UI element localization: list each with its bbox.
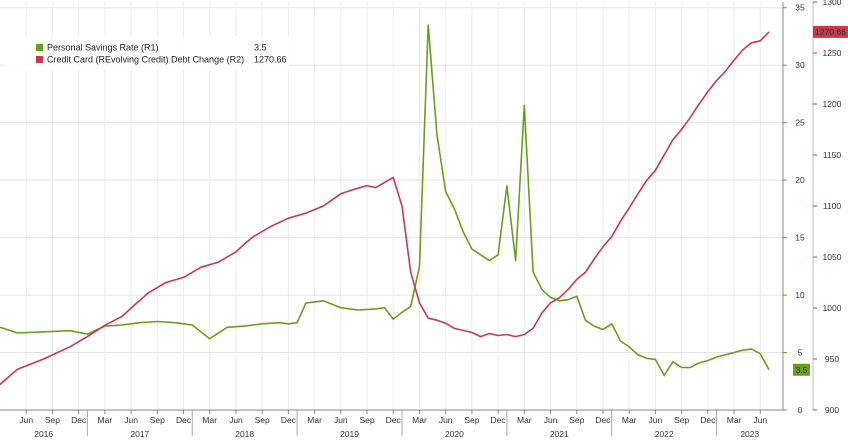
x-tick-label: Mar xyxy=(622,415,637,425)
x-tick-label: Sep xyxy=(464,415,479,425)
r2-tick-label: 1100 xyxy=(823,201,842,211)
r1-tick-label: 20 xyxy=(795,175,805,185)
r1-last-value-label: 3.5 xyxy=(796,365,808,375)
x-tick-label: Jun xyxy=(544,415,558,425)
year-label: 2019 xyxy=(340,429,359,437)
x-tick-label: Sep xyxy=(569,415,584,425)
x-tick-label: Jun xyxy=(334,415,348,425)
year-label: 2018 xyxy=(235,429,254,437)
r2-tick-label: 1000 xyxy=(823,303,842,313)
legend-label-savings: Personal Savings Rate (R1) xyxy=(47,43,159,53)
legend-swatch-savings xyxy=(36,44,43,51)
x-tick-label: Mar xyxy=(727,415,742,425)
r1-tick-label: 0 xyxy=(798,405,803,415)
x-tick-label: Dec xyxy=(491,415,507,425)
x-tick-label: Jun xyxy=(19,415,33,425)
r2-tick-label: 1200 xyxy=(823,99,842,109)
r2-tick-label: 1250 xyxy=(823,48,842,58)
x-tick-label: Sep xyxy=(150,415,165,425)
r1-tick-label: 10 xyxy=(795,290,805,300)
r1-tick-label: 25 xyxy=(795,118,805,128)
x-tick-label: Sep xyxy=(255,415,270,425)
x-tick-label: Jun xyxy=(649,415,663,425)
r2-tick-label: 1050 xyxy=(823,252,842,262)
legend: Personal Savings Rate (R1) 3.5 Credit Ca… xyxy=(4,36,289,70)
r1-tick-label: 5 xyxy=(798,348,803,358)
x-tick-label: Sep xyxy=(674,415,689,425)
year-label: 2023 xyxy=(740,429,759,437)
r2-last-value-label: 1270.66 xyxy=(815,27,846,37)
r2-last-value-tag xyxy=(813,25,848,38)
x-tick-label: Jun xyxy=(439,415,453,425)
r1-tick-label: 15 xyxy=(795,233,805,243)
x-tick-label: Dec xyxy=(386,415,402,425)
series-layer xyxy=(0,24,770,386)
year-label: 2022 xyxy=(655,429,674,437)
x-tick-label: Dec xyxy=(700,415,716,425)
x-tick-label: Mar xyxy=(517,415,532,425)
series-line-savings xyxy=(0,24,770,377)
x-tick-label: Dec xyxy=(71,415,87,425)
x-tick-label: Dec xyxy=(595,415,611,425)
x-tick-label: Dec xyxy=(281,415,297,425)
r2-tick-label: 950 xyxy=(825,354,839,364)
x-tick-label: Jun xyxy=(124,415,138,425)
legend-swatch-credit xyxy=(36,56,43,63)
year-label: 2020 xyxy=(445,429,464,437)
x-tick-label: Dec xyxy=(176,415,192,425)
x-tick-label: Sep xyxy=(359,415,374,425)
x-tick-label: Mar xyxy=(98,415,113,425)
x-tick-label: Mar xyxy=(307,415,322,425)
series-line-credit xyxy=(0,31,770,386)
x-tick-label: Mar xyxy=(412,415,427,425)
x-tick-label: Sep xyxy=(45,415,60,425)
r1-tick-label: 35 xyxy=(795,3,805,13)
legend-label-credit: Credit Card (REvolving Credit) Debt Chan… xyxy=(47,55,244,65)
r2-tick-label: 1300 xyxy=(823,0,842,7)
r2-tick-label: 1150 xyxy=(823,150,842,160)
legend-value-credit: 1270.66 xyxy=(254,55,287,65)
r1-last-value-tag xyxy=(793,363,810,376)
r2-tick-label: 900 xyxy=(825,405,839,415)
x-tick-label: Jun xyxy=(753,415,767,425)
legend-background xyxy=(4,36,289,70)
year-label: 2021 xyxy=(550,429,569,437)
legend-value-savings: 3.5 xyxy=(254,43,267,53)
x-tick-label: Mar xyxy=(202,415,217,425)
year-label: 2017 xyxy=(130,429,149,437)
x-tick-label: Jun xyxy=(229,415,243,425)
year-label: 2016 xyxy=(34,429,53,437)
r1-tick-label: 30 xyxy=(795,60,805,70)
